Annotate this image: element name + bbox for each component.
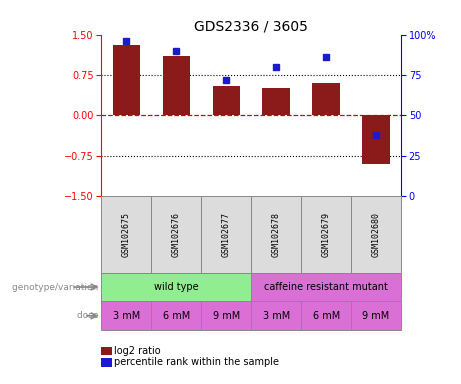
Text: 6 mM: 6 mM — [163, 311, 190, 321]
Text: GSM102676: GSM102676 — [172, 212, 181, 257]
Bar — [251, 273, 401, 301]
Bar — [301, 301, 351, 330]
Bar — [201, 196, 251, 273]
Bar — [351, 196, 401, 273]
Bar — [313, 83, 340, 115]
Bar — [301, 196, 351, 273]
Text: 9 mM: 9 mM — [213, 311, 240, 321]
Bar — [101, 196, 151, 273]
Bar — [101, 273, 251, 301]
Bar — [351, 301, 401, 330]
Text: GSM102675: GSM102675 — [122, 212, 131, 257]
Text: log2 ratio: log2 ratio — [114, 346, 161, 356]
Text: genotype/variation: genotype/variation — [12, 283, 101, 291]
Text: dose: dose — [77, 311, 101, 320]
Bar — [251, 196, 301, 273]
Text: 3 mM: 3 mM — [113, 311, 140, 321]
Text: 9 mM: 9 mM — [362, 311, 390, 321]
Text: 3 mM: 3 mM — [263, 311, 290, 321]
Text: caffeine resistant mutant: caffeine resistant mutant — [264, 282, 388, 292]
Bar — [151, 196, 201, 273]
Text: GSM102679: GSM102679 — [322, 212, 331, 257]
Bar — [201, 301, 251, 330]
Bar — [362, 115, 390, 164]
Text: GSM102678: GSM102678 — [272, 212, 281, 257]
Bar — [251, 301, 301, 330]
Bar — [101, 301, 151, 330]
Bar — [262, 88, 290, 115]
Bar — [213, 86, 240, 115]
Text: wild type: wild type — [154, 282, 199, 292]
Text: GSM102677: GSM102677 — [222, 212, 231, 257]
Text: 6 mM: 6 mM — [313, 311, 340, 321]
Bar — [151, 301, 201, 330]
Bar — [163, 56, 190, 115]
Text: percentile rank within the sample: percentile rank within the sample — [114, 358, 279, 367]
Text: GSM102680: GSM102680 — [372, 212, 381, 257]
Bar — [112, 45, 140, 115]
Title: GDS2336 / 3605: GDS2336 / 3605 — [194, 20, 308, 33]
